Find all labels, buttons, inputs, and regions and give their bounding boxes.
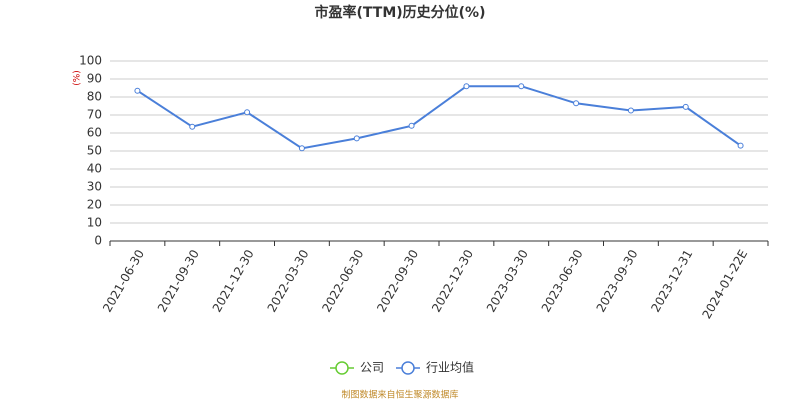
y-tick-label: 30 — [87, 180, 102, 194]
x-tick-label: 2023-09-30 — [594, 247, 641, 314]
legend-label: 公司 — [360, 361, 384, 375]
y-tick-label: 80 — [87, 90, 102, 104]
x-tick-label: 2022-03-30 — [265, 247, 312, 314]
data-point — [737, 142, 744, 149]
y-tick-label: 100 — [79, 54, 102, 68]
data-point — [189, 123, 196, 130]
y-tick-label: 0 — [94, 234, 102, 248]
x-tick-label: 2023-12-31 — [648, 247, 695, 314]
x-tick-label: 2022-09-30 — [374, 247, 421, 314]
y-tick-label: 20 — [87, 198, 102, 212]
y-tick-label: 50 — [87, 144, 102, 158]
data-point — [463, 83, 470, 90]
y-tick-label: 90 — [87, 72, 102, 86]
x-tick-label: 2023-06-30 — [539, 247, 586, 314]
y-tick-label: 10 — [87, 216, 102, 230]
x-tick-label: 2022-12-30 — [429, 247, 476, 314]
y-axis-label: (%) — [73, 70, 83, 86]
data-point — [134, 87, 141, 94]
data-point — [573, 100, 580, 107]
x-tick-label: 2024-01-22E — [699, 247, 750, 321]
legend-marker — [401, 361, 415, 375]
x-tick-label: 2023-03-30 — [484, 247, 531, 314]
y-tick-label: 70 — [87, 108, 102, 122]
x-tick-label: 2021-09-30 — [155, 247, 202, 314]
data-point — [518, 83, 525, 90]
x-tick-label: 2022-06-30 — [319, 247, 366, 314]
data-point — [353, 135, 360, 142]
data-point — [627, 107, 634, 114]
source-note: 制图数据来自恒生聚源数据库 — [341, 389, 458, 400]
data-point — [682, 103, 689, 110]
chart-title: 市盈率(TTM)历史分位(%) — [315, 4, 486, 21]
y-tick-label: 40 — [87, 162, 102, 176]
data-point — [408, 122, 415, 129]
y-tick-label: 60 — [87, 126, 102, 140]
legend-marker — [335, 361, 349, 375]
x-tick-label: 2021-12-30 — [210, 247, 257, 314]
x-tick-label: 2021-06-30 — [100, 247, 147, 314]
series-line — [136, 85, 742, 150]
data-point — [298, 145, 305, 152]
legend-label: 行业均值 — [426, 360, 474, 375]
data-point — [244, 109, 251, 116]
